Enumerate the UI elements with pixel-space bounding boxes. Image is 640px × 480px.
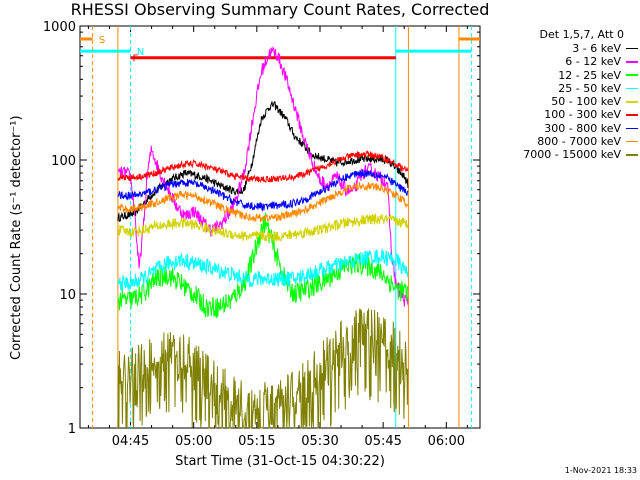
x-tick-label: 04:45 — [112, 434, 149, 449]
legend-swatch — [626, 74, 638, 76]
status-bar-label: S — [99, 35, 105, 46]
y-tick-label: 100 — [51, 154, 76, 169]
x-tick-label: 05:00 — [175, 434, 212, 449]
x-tick-label: 05:15 — [238, 434, 275, 449]
legend-item: 25 - 50 keV — [482, 82, 638, 95]
legend-swatch — [626, 47, 638, 50]
series-line-2 — [117, 212, 409, 318]
series-line-3 — [117, 248, 409, 292]
legend-label: 800 - 7000 keV — [537, 135, 621, 149]
status-bar-label: F — [133, 54, 139, 65]
legend-swatch — [626, 87, 638, 90]
series-line-6 — [117, 169, 409, 212]
axis-ticks: 04:45 05:00 05:15 05:30 05:45 06:00 1 10 100 1000 — [43, 20, 480, 449]
x-tick-label: 06:00 — [428, 434, 465, 449]
legend-swatch — [626, 101, 638, 103]
series-line-5 — [117, 150, 409, 184]
legend-item: 6 - 12 keV — [482, 55, 638, 68]
plot-frame — [79, 25, 481, 429]
x-axis-label: Start Time (31-Oct-15 04:30:22) — [175, 454, 385, 469]
legend-swatch — [626, 114, 638, 116]
status-bars: S NF — [80, 35, 480, 65]
series-line-0 — [117, 101, 409, 222]
series-line-4 — [117, 212, 409, 243]
series-line-8 — [117, 308, 409, 430]
legend-item: 12 - 25 keV — [482, 69, 638, 82]
legend-label: 300 - 800 keV — [544, 121, 621, 135]
legend-swatch — [626, 140, 638, 143]
y-tick-label: 10 — [59, 288, 76, 303]
legend-header: Det 1,5,7, Att 0 — [539, 28, 624, 41]
series-layer — [117, 46, 409, 430]
legend-item: 100 - 300 keV — [482, 108, 638, 121]
x-tick-label: 05:30 — [301, 434, 338, 449]
legend-swatch — [626, 127, 638, 130]
legend-label: 50 - 100 keV — [551, 95, 621, 109]
x-tick-label: 05:45 — [364, 434, 401, 449]
legend-swatch — [626, 154, 638, 156]
legend-item: 50 - 100 keV — [482, 95, 638, 108]
legend-label: 12 - 25 keV — [558, 68, 621, 82]
chart-title: RHESSI Observing Summary Count Rates, Co… — [70, 0, 490, 19]
status-bar-label: N — [137, 47, 144, 58]
series-line-7 — [117, 182, 409, 223]
legend-item: 800 - 7000 keV — [482, 135, 638, 148]
y-tick-label: 1000 — [43, 20, 76, 35]
time-markers — [92, 26, 473, 428]
legend-label: 3 - 6 keV — [572, 42, 621, 55]
legend-swatch — [626, 61, 638, 63]
y-tick-label: 1 — [68, 422, 76, 437]
legend-label: 25 - 50 keV — [558, 81, 621, 95]
generation-timestamp: 1-Nov-2021 18:33 — [564, 466, 637, 475]
legend: Det 1,5,7, Att 0 3 - 6 keV 6 - 12 keV 12 -… — [482, 28, 638, 162]
legend-item: 300 - 800 keV — [482, 122, 638, 135]
legend-item: 3 - 6 keV — [482, 42, 638, 55]
legend-item: 7000 - 15000 keV — [482, 148, 638, 161]
legend-label: 100 - 300 keV — [544, 108, 621, 122]
legend-label: 6 - 12 keV — [565, 55, 621, 69]
legend-label: 7000 - 15000 keV — [523, 148, 621, 162]
y-axis-label: Corrected Count Rate (s⁻¹ detector⁻¹) — [9, 115, 24, 360]
